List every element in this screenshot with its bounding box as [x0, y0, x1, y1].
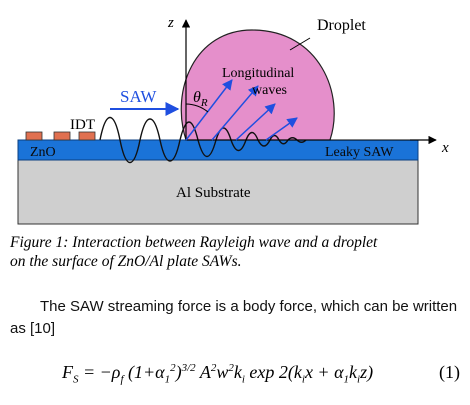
longitudinal-arrow: [235, 103, 276, 141]
idt-label: IDT: [70, 117, 95, 133]
leaky-saw-label: Leaky SAW: [325, 145, 394, 160]
caption-line-1: Figure 1: Interaction between Rayleigh w…: [10, 234, 378, 251]
idt-electrode: [25, 131, 43, 141]
longitudinal-label: Longitudinal: [222, 66, 294, 81]
idt-electrode: [78, 131, 96, 141]
longitudinal-arrow: [185, 79, 233, 141]
theta-label: θR: [193, 89, 208, 109]
saw-droplet-figure: z x Droplet Longitudinal waves θR SAW ID…: [17, 15, 449, 225]
longitudinal-arrow: [265, 117, 298, 141]
x-axis-label: x: [441, 140, 449, 156]
equation-body: FS = −ρf (1+α12)3/2 A2w2ki exp 2(kix + α…: [62, 362, 374, 386]
waves-label: waves: [252, 83, 287, 98]
caption-line-2: on the surface of ZnO/Al plate SAWs.: [10, 253, 242, 270]
substrate-label: Al Substrate: [176, 185, 251, 201]
saw-label: SAW: [120, 87, 157, 106]
body-paragraph: The SAW streaming force is a body force,…: [10, 298, 458, 337]
equation-1: FS = −ρf (1+α12)3/2 A2w2ki exp 2(kix + α…: [62, 362, 460, 392]
droplet-label: Droplet: [317, 17, 366, 34]
theta-arc: [185, 103, 209, 113]
al-substrate: [17, 159, 419, 225]
figure-caption: Figure 1: Interaction between Rayleigh w…: [10, 233, 465, 271]
rayleigh-wave: [99, 117, 307, 163]
longitudinal-arrow: [211, 85, 259, 141]
zno-label: ZnO: [30, 145, 56, 160]
equation-number: (1): [439, 362, 460, 382]
droplet: [180, 29, 335, 141]
z-axis-label: z: [167, 15, 174, 31]
idt-electrode: [53, 131, 71, 141]
droplet-pointer: [289, 37, 311, 51]
